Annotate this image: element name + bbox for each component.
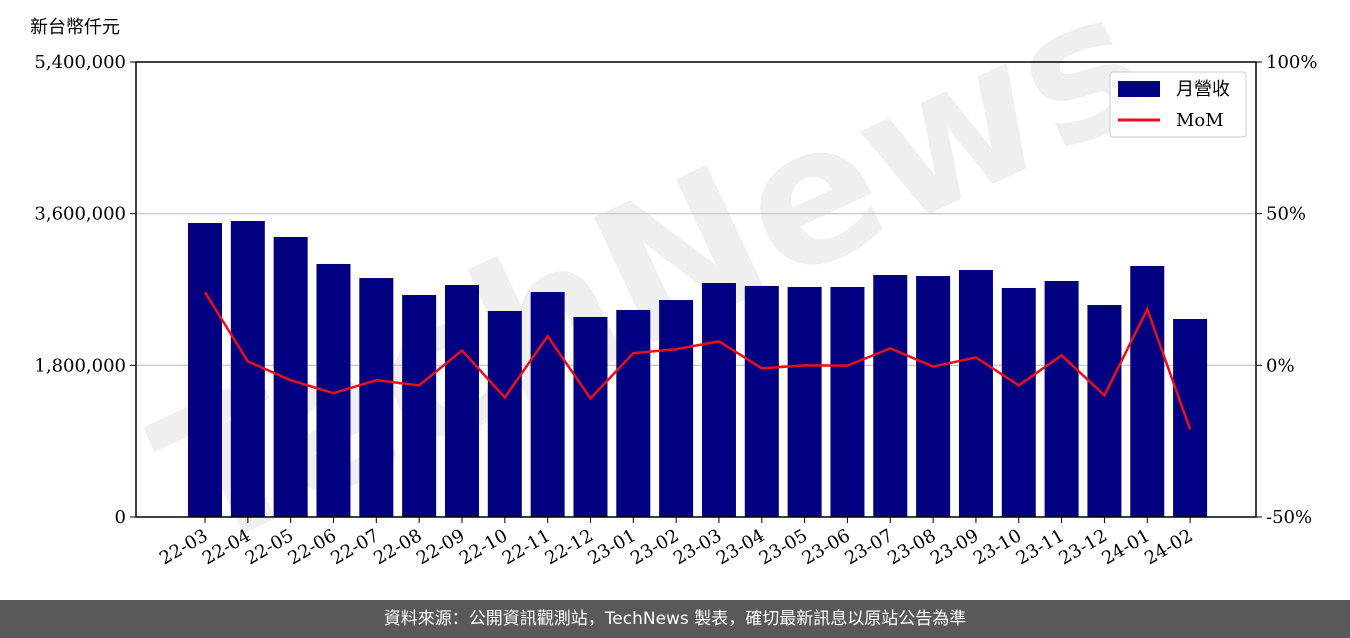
y2-tick-label: 50% xyxy=(1266,204,1306,225)
bar xyxy=(659,300,694,517)
bar xyxy=(1130,265,1165,517)
bar xyxy=(1001,287,1036,517)
bar xyxy=(487,310,522,517)
y-tick-label: 0 xyxy=(115,507,126,528)
bar xyxy=(359,278,394,517)
plot-frame xyxy=(135,61,1257,518)
chart: 新台幣仟元 TechNews 01,800,0003,600,0005,400,… xyxy=(30,0,1317,594)
bar xyxy=(1173,318,1208,517)
legend-label: MoM xyxy=(1176,110,1224,131)
bar xyxy=(958,270,993,517)
bar xyxy=(787,286,822,517)
bar xyxy=(402,294,437,517)
bar xyxy=(873,275,908,517)
y-tick-label: 3,600,000 xyxy=(34,204,126,225)
x-tick-label: 23-03 xyxy=(670,525,725,569)
x-tick-label: 22-11 xyxy=(499,525,554,569)
x-tick-label: 23-06 xyxy=(799,525,854,569)
bar xyxy=(1044,280,1079,517)
x-tick-label: 24-02 xyxy=(1141,525,1196,569)
bar xyxy=(616,309,651,517)
legend-label: 月營收 xyxy=(1176,79,1230,100)
bar xyxy=(188,223,222,517)
x-tick-label: 23-09 xyxy=(927,525,982,569)
y-tick-label: 1,800,000 xyxy=(34,355,126,376)
y-tick-label: 5,400,000 xyxy=(34,52,126,73)
bar xyxy=(530,292,565,517)
y2-tick-label: -50% xyxy=(1266,507,1312,528)
bar xyxy=(830,286,865,517)
line xyxy=(203,291,1192,430)
x-tick-label: 22-08 xyxy=(370,525,425,569)
x-tick-label: 22-03 xyxy=(156,525,211,569)
x-tick-label: 24-01 xyxy=(1098,525,1153,569)
footer-source: 資料來源：公開資訊觀測站，TechNews 製表，確切最新訊息以原站公告為準 xyxy=(0,600,1350,638)
x-tick-label: 23-12 xyxy=(1055,525,1110,569)
y2-tick-label: 0% xyxy=(1266,355,1295,376)
y2-tick-label: 100% xyxy=(1266,52,1317,73)
y-axis-label: 新台幣仟元 xyxy=(30,17,120,38)
bar xyxy=(744,285,779,517)
x-tick-label: 23-07 xyxy=(841,525,896,569)
x-tick-label: 23-02 xyxy=(627,525,682,569)
x-tick-label: 23-08 xyxy=(884,525,939,569)
bar xyxy=(444,285,479,517)
bar xyxy=(701,283,736,517)
bar xyxy=(230,220,265,517)
bar xyxy=(273,237,308,518)
bar xyxy=(916,276,951,517)
x-tick-label: 23-10 xyxy=(970,525,1025,569)
x-tick-label: 23-04 xyxy=(713,525,768,569)
x-tick-label: 23-01 xyxy=(584,525,639,569)
x-tick-label: 22-10 xyxy=(456,525,511,569)
bar xyxy=(1087,305,1122,517)
x-tick-label: 23-11 xyxy=(1013,525,1068,569)
legend-swatch xyxy=(1118,81,1160,97)
x-tick-label: 22-09 xyxy=(413,525,468,569)
x-tick-label: 22-12 xyxy=(542,525,597,569)
x-tick-label: 23-05 xyxy=(756,525,811,569)
bar xyxy=(573,316,608,517)
